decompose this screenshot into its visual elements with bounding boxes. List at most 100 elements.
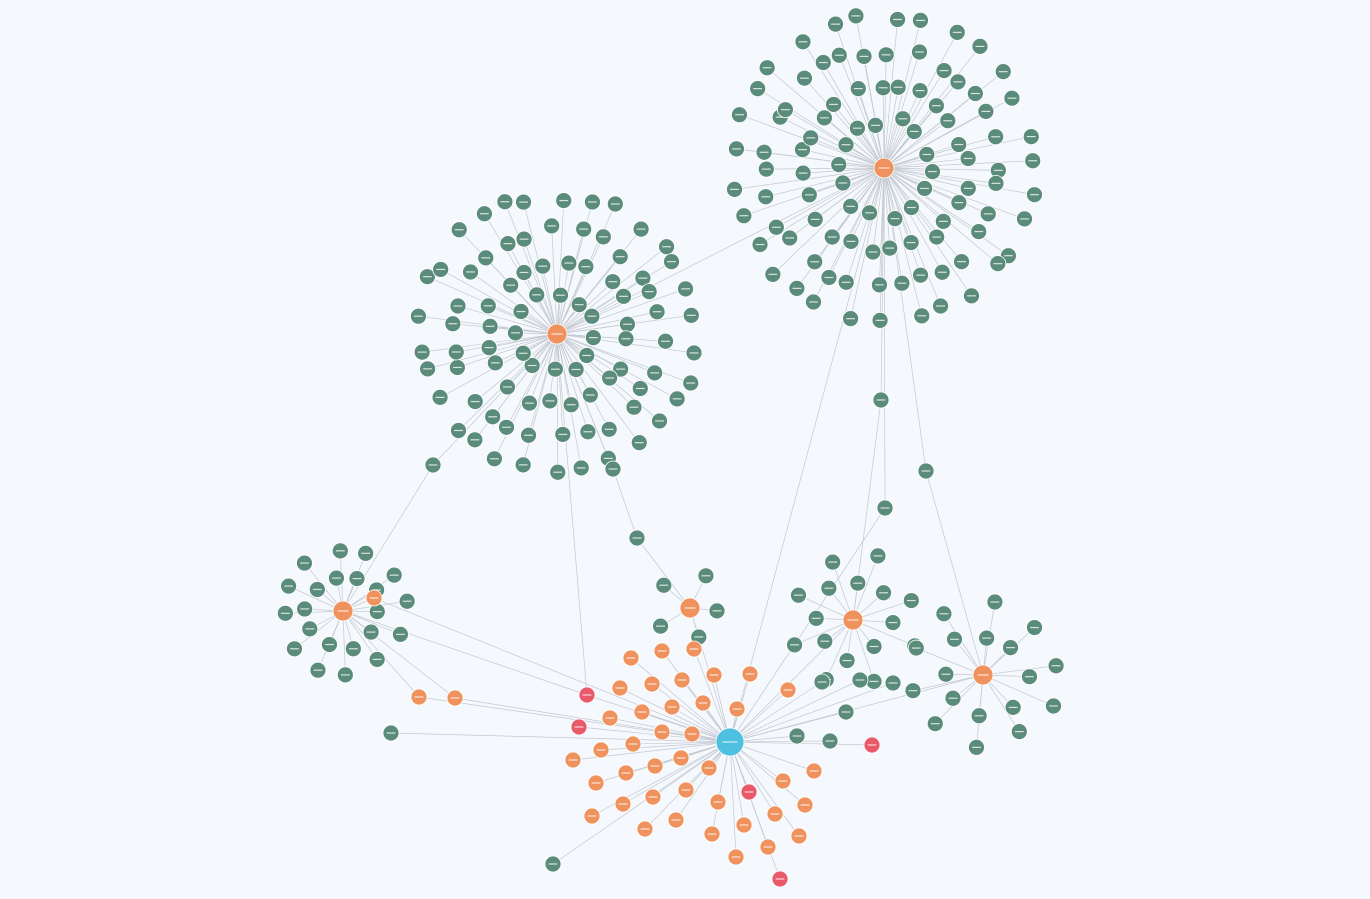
- node-label-mark: [661, 340, 670, 342]
- node-label-mark: [842, 659, 852, 662]
- node-label-mark: [502, 426, 511, 428]
- graph-edge: [883, 167, 943, 273]
- node-label-mark: [828, 561, 838, 563]
- node-label-mark: [588, 337, 598, 339]
- graph-edge: [729, 741, 873, 746]
- node-label-mark: [936, 305, 945, 307]
- node-label-mark: [587, 815, 597, 817]
- node-label-mark: [898, 118, 908, 120]
- node-label-mark: [950, 638, 959, 640]
- node-label-mark: [920, 187, 929, 190]
- node-label-mark: [865, 212, 874, 214]
- graph-edge: [765, 167, 885, 198]
- node-label-mark: [518, 352, 528, 354]
- graph-edge: [789, 167, 885, 239]
- graph-edge: [630, 657, 731, 743]
- node-label-mark: [975, 45, 985, 48]
- graph-edge: [855, 15, 885, 169]
- node-label-mark: [503, 386, 512, 388]
- node-label-mark: [762, 67, 772, 69]
- node-label-mark: [423, 368, 433, 370]
- node-label-mark: [792, 287, 802, 289]
- node-label-mark: [568, 759, 578, 761]
- node-label-mark: [490, 362, 500, 364]
- node-label-mark: [1004, 255, 1013, 257]
- node-label-mark: [938, 220, 948, 222]
- node-label-mark: [588, 201, 597, 203]
- node-label-mark: [532, 294, 542, 296]
- node-label-mark: [667, 261, 676, 263]
- node-label-mark: [574, 726, 584, 728]
- node-label-mark: [564, 262, 574, 264]
- node-label-mark: [838, 182, 848, 184]
- node-label-mark: [783, 689, 793, 691]
- node-label-mark: [538, 265, 548, 267]
- graph-edge: [883, 51, 920, 169]
- node-label-mark: [1020, 218, 1029, 220]
- node-label-mark: [810, 261, 820, 263]
- graph-edge: [828, 167, 885, 278]
- graph-edge: [766, 167, 885, 170]
- node-label-mark: [635, 387, 645, 390]
- node-label-mark: [732, 708, 742, 710]
- node-label-mark: [686, 382, 696, 384]
- graph-edge: [693, 648, 731, 743]
- node-label-mark: [280, 612, 290, 614]
- graph-edge: [556, 333, 641, 389]
- node-label-mark: [730, 188, 739, 191]
- graph-edge: [729, 741, 781, 880]
- node-label-mark: [847, 619, 859, 621]
- node-label-mark: [483, 305, 493, 307]
- graph-edge: [556, 288, 686, 335]
- node-label-mark: [551, 333, 563, 335]
- graph-edge: [872, 167, 885, 253]
- graph-edge: [556, 291, 650, 335]
- graph-edge: [711, 741, 731, 835]
- node-label-mark: [970, 92, 980, 95]
- graph-edge: [883, 90, 921, 169]
- node-label-mark: [312, 588, 322, 591]
- node-label-mark: [450, 697, 460, 699]
- node-label-mark: [785, 237, 795, 239]
- node-label-mark: [722, 741, 738, 743]
- graph-edge: [506, 333, 558, 428]
- graph-edge: [636, 537, 691, 609]
- graph-edge: [452, 323, 558, 335]
- node-label-mark: [348, 648, 358, 650]
- graph-edge: [883, 87, 899, 169]
- node-label-mark: [954, 202, 964, 204]
- node-label-mark: [485, 325, 495, 327]
- graph-edge: [542, 266, 558, 335]
- node-label-mark: [628, 743, 638, 745]
- node-label-mark: [1030, 626, 1039, 629]
- node-label-mark: [818, 61, 828, 64]
- graph-edge: [925, 470, 984, 676]
- node-label-mark: [963, 187, 973, 189]
- graph-edge: [883, 167, 886, 509]
- node-label-mark: [389, 574, 399, 576]
- node-label-mark: [834, 54, 844, 56]
- node-label-mark: [879, 592, 888, 594]
- node-label-mark: [798, 149, 807, 151]
- graph-edge: [556, 200, 565, 335]
- node-label-mark: [852, 127, 862, 129]
- node-label-mark: [414, 315, 423, 317]
- node-label-mark: [794, 835, 804, 837]
- node-label-mark: [681, 789, 691, 791]
- node-label-mark: [610, 203, 620, 205]
- node-label-mark: [915, 51, 924, 53]
- node-label-mark: [659, 584, 669, 586]
- graph-edge: [556, 333, 564, 435]
- node-label-mark: [681, 288, 690, 290]
- graph-edge: [883, 32, 958, 169]
- node-label-mark: [436, 268, 446, 271]
- node-label-mark: [470, 400, 480, 403]
- graph-edge: [785, 109, 885, 169]
- graph-edge: [600, 741, 731, 751]
- graph-edge: [342, 610, 588, 696]
- graph-edge: [852, 619, 915, 647]
- node-label-mark: [640, 828, 650, 830]
- node-label-mark: [712, 610, 722, 612]
- graph-edge: [822, 62, 885, 169]
